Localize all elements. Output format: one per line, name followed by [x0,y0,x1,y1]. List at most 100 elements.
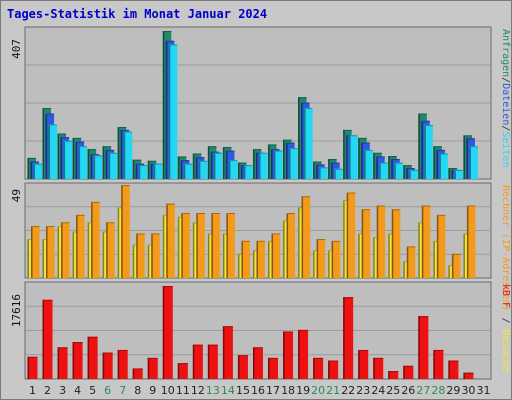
chart-title: Tages-Statistik im Monat Januar 2024 [7,7,268,21]
bar-pages [168,44,178,179]
bar-kbytes [117,349,128,379]
bar-pages [78,146,88,179]
series-label-top: Anfragen/Dateien/Seiten [500,29,511,168]
x-tick-label: 26 [401,384,415,397]
bar-pages [304,108,313,179]
bar-sites [361,209,371,278]
bar-kbytes [87,336,98,379]
x-tick-label: 1 [29,384,36,397]
bar-kbytes [207,344,218,379]
bar-sites [76,214,85,278]
x-tick-label: 19 [296,384,310,397]
x-tick-label: 31 [476,384,490,397]
bar-pages [108,152,118,179]
bar-sites [391,209,401,278]
bar-pages [123,131,133,179]
bar-pages [289,148,298,179]
x-tick-label: 11 [176,384,190,397]
x-tick-label: 10 [161,384,175,397]
x-tick-label: 18 [281,384,295,397]
bar-pages [48,124,58,179]
bar-kbytes [132,368,143,379]
bar-kbytes [358,349,369,379]
x-tick-label: 22 [341,384,355,397]
x-tick-label: 25 [386,384,400,397]
x-tick-label: 8 [134,384,141,397]
x-tick-label: 4 [74,384,81,397]
bar-pages [63,140,73,179]
x-tick-label: 21 [326,384,340,397]
bar-sites [46,226,55,278]
bar-sites [241,240,250,278]
bar-sites [136,233,145,278]
bar-sites [226,213,235,278]
bar-pages [274,150,283,179]
bar-kbytes [343,297,354,379]
bar-kbytes [373,357,384,379]
bar-kbytes [222,326,233,379]
x-tick-label: 23 [356,384,370,397]
bar-sites [271,233,281,278]
y-max-label-top: 407 [10,39,23,59]
bar-sites [421,205,431,278]
x-tick-label: 9 [149,384,156,397]
bar-pages [334,168,343,179]
bar-kbytes [418,316,429,379]
x-tick-label: 24 [371,384,385,397]
bar-pages [439,153,448,179]
bar-sites [376,205,386,278]
bar-kbytes [42,299,53,379]
bar-pages [258,152,268,179]
bar-sites [466,205,476,278]
bar-kbytes [27,356,38,379]
bar-pages [469,146,478,179]
bar-sites [91,201,100,278]
x-tick-label: 6 [104,384,111,397]
bar-kbytes [283,331,294,379]
x-tick-label: 17 [266,384,280,397]
bar-pages [364,149,373,179]
bar-pages [349,135,358,179]
bar-pages [153,163,163,179]
bar-sites [211,213,220,278]
bar-pages [138,165,148,179]
bar-pages [93,155,103,179]
bar-pages [183,163,193,179]
bar-kbytes [463,372,474,379]
x-tick-label: 27 [416,384,430,397]
bar-sites [346,192,356,278]
bar-kbytes [147,357,158,379]
bar-sites [106,222,115,278]
bar-pages [424,125,433,179]
bar-sites [406,246,416,278]
bar-sites [196,213,205,278]
bar-pages [394,162,403,179]
bar-pages [409,169,418,179]
bar-pages [243,165,253,179]
bar-kbytes [252,347,263,379]
series-label-bottom: kB F [500,284,511,308]
bar-kbytes [328,360,339,379]
bar-kbytes [268,357,279,379]
bar-sites [331,240,341,278]
x-tick-label: 28 [431,384,445,397]
x-tick-label: 2 [44,384,51,397]
bar-sites [316,239,326,278]
bar-kbytes [162,286,173,379]
bar-sites [166,203,175,278]
x-tick-label: 12 [191,384,205,397]
bar-sites [451,253,461,278]
bar-pages [33,163,42,179]
x-tick-label: 30 [461,384,475,397]
bar-sites [31,226,40,278]
bar-kbytes [403,365,414,379]
x-tick-label: 7 [119,384,126,397]
bar-kbytes [72,342,83,379]
y-max-label-bottom: 17616 [10,294,23,327]
bar-sites [436,214,446,278]
bar-sites [151,233,160,278]
bar-kbytes [298,329,309,379]
x-tick-label: 5 [89,384,96,397]
